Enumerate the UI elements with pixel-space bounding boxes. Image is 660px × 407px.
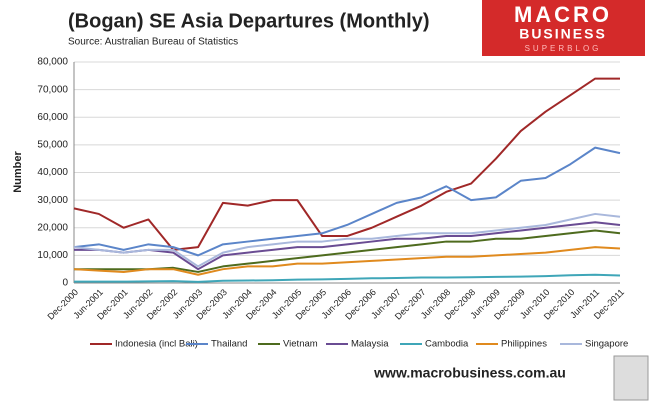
series-line — [73, 77, 620, 251]
y-tick-label: 0 — [62, 278, 68, 289]
footer: www.macrobusiness.com.au — [373, 365, 566, 381]
series-line — [74, 221, 621, 271]
y-tick-label: 60,000 — [37, 112, 68, 123]
y-tick-label: 40,000 — [37, 167, 68, 178]
y-tick-label: 20,000 — [37, 222, 68, 233]
y-tick-label: 10,000 — [37, 250, 68, 261]
logo-text: SUPERBLOG — [525, 44, 602, 53]
legend-label: Cambodia — [425, 339, 469, 350]
series-line — [73, 246, 621, 276]
y-tick-label: 80,000 — [37, 57, 68, 68]
y-tick-label: 30,000 — [37, 195, 68, 206]
logo-text: BUSINESS — [519, 26, 607, 42]
wolf-icon — [613, 355, 649, 401]
legend-label: Thailand — [211, 339, 247, 350]
legend-label: Philippines — [501, 339, 547, 350]
y-axis-title: Number — [12, 151, 24, 193]
y-tick-label: 50,000 — [37, 140, 68, 151]
logo-text: MACRO — [514, 2, 612, 27]
y-tick-label: 70,000 — [37, 84, 68, 95]
legend-label: Singapore — [585, 339, 628, 350]
legend-label: Vietnam — [283, 339, 318, 350]
series-line — [73, 146, 621, 257]
chart-title: (Bogan) SE Asia Departures (Monthly) — [68, 10, 430, 32]
series-line — [73, 212, 621, 268]
legend-label: Indonesia (incl Bali) — [115, 339, 198, 350]
chart-subtitle: Source: Australian Bureau of Statistics — [68, 37, 238, 48]
series-line — [74, 273, 621, 283]
legend-label: Malaysia — [351, 339, 389, 350]
logo-box — [482, 0, 645, 56]
